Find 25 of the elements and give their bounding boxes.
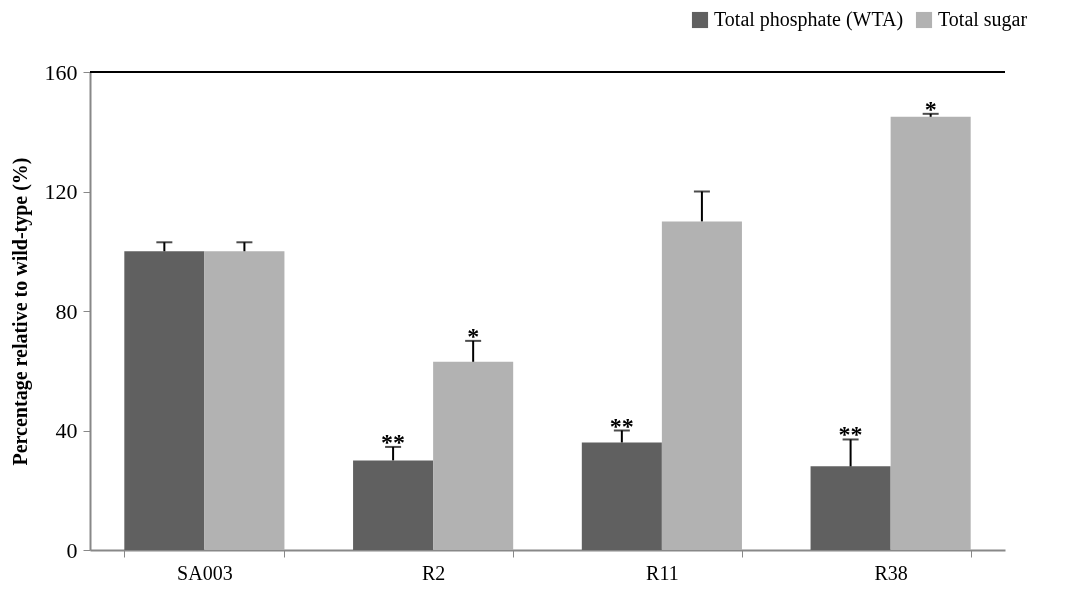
y-tick-label: 80	[55, 298, 78, 324]
y-axis-title: Percentage relative to wild-type (%)	[8, 157, 32, 466]
annotation: **	[381, 428, 406, 455]
bar	[204, 251, 285, 550]
y-tick-label: 40	[55, 418, 78, 443]
y-tick-label: 0	[66, 537, 78, 563]
bar	[810, 466, 891, 550]
legend-label: Total sugar	[938, 8, 1028, 31]
x-tick-label: R11	[646, 561, 679, 584]
legend-label: Total phosphate (WTA)	[714, 8, 904, 31]
annotation: **	[838, 421, 863, 448]
bar	[124, 251, 205, 550]
annotation: *	[924, 95, 937, 122]
annotation: **	[609, 412, 634, 439]
x-tick-label: SA003	[177, 561, 233, 584]
x-tick-label: R2	[421, 561, 446, 584]
bar	[433, 361, 514, 550]
bar	[353, 460, 434, 550]
x-tick-label: R38	[874, 561, 908, 584]
annotation: *	[467, 322, 480, 349]
y-tick-label: 120	[44, 179, 78, 204]
bar	[581, 442, 662, 550]
bar	[661, 221, 742, 550]
bar	[890, 116, 971, 550]
y-tick-label: 160	[44, 59, 78, 85]
